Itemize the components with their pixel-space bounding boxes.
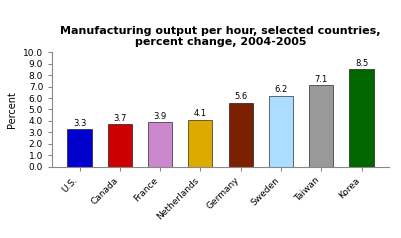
- Bar: [148, 122, 172, 167]
- Text: 3.7: 3.7: [113, 114, 126, 123]
- Bar: [108, 124, 132, 167]
- Text: 6.2: 6.2: [274, 85, 288, 94]
- Text: 3.9: 3.9: [154, 112, 167, 121]
- Text: 3.3: 3.3: [73, 119, 86, 128]
- Text: 7.1: 7.1: [315, 75, 328, 84]
- Text: 5.6: 5.6: [234, 92, 247, 101]
- Bar: [309, 85, 333, 167]
- Bar: [67, 129, 91, 167]
- Bar: [188, 120, 213, 167]
- Bar: [269, 96, 293, 167]
- Bar: [350, 69, 374, 167]
- Text: 8.5: 8.5: [355, 59, 368, 68]
- Y-axis label: Percent: Percent: [8, 91, 17, 128]
- Bar: [229, 103, 253, 167]
- Text: 4.1: 4.1: [194, 109, 207, 118]
- Title: Manufacturing output per hour, selected countries,
percent change, 2004-2005: Manufacturing output per hour, selected …: [60, 26, 381, 47]
